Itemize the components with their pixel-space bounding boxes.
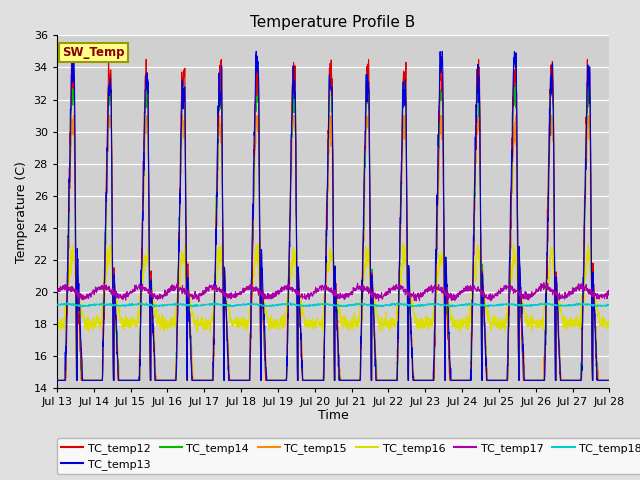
TC_temp16 bbox=[573, 319, 580, 325]
TC_temp17 bbox=[573, 288, 580, 293]
TC_temp17 bbox=[207, 284, 215, 289]
TC_temp12 bbox=[605, 377, 613, 383]
TC_temp12 bbox=[494, 377, 502, 383]
TC_temp17 bbox=[557, 295, 565, 300]
TC_temp17 bbox=[349, 285, 357, 290]
TC_temp14 bbox=[605, 377, 613, 383]
TC_temp15 bbox=[349, 377, 357, 383]
TC_temp15 bbox=[70, 113, 77, 119]
TC_temp18 bbox=[64, 300, 72, 306]
Line: TC_temp13: TC_temp13 bbox=[57, 51, 609, 380]
Line: TC_temp12: TC_temp12 bbox=[57, 60, 609, 380]
TC_temp13 bbox=[557, 377, 564, 383]
TC_temp17 bbox=[494, 293, 502, 299]
X-axis label: Time: Time bbox=[317, 409, 348, 422]
TC_temp17 bbox=[540, 280, 548, 286]
TC_temp15 bbox=[362, 160, 369, 166]
TC_temp12 bbox=[572, 377, 580, 383]
TC_temp13 bbox=[252, 48, 260, 54]
TC_temp15 bbox=[53, 377, 61, 383]
TC_temp17 bbox=[195, 299, 203, 304]
TC_temp13 bbox=[53, 377, 61, 383]
TC_temp18 bbox=[349, 301, 357, 307]
TC_temp16 bbox=[557, 306, 565, 312]
TC_temp18 bbox=[53, 300, 61, 306]
TC_temp16 bbox=[181, 241, 189, 247]
TC_temp15 bbox=[557, 371, 564, 377]
TC_temp18 bbox=[573, 300, 580, 306]
TC_temp16 bbox=[605, 320, 613, 326]
TC_temp17 bbox=[362, 286, 369, 292]
TC_temp18 bbox=[557, 302, 565, 308]
TC_temp18 bbox=[207, 301, 215, 307]
Y-axis label: Temperature (C): Temperature (C) bbox=[15, 161, 28, 263]
TC_temp18 bbox=[362, 301, 369, 307]
TC_temp12 bbox=[105, 57, 113, 62]
TC_temp12 bbox=[207, 377, 215, 383]
TC_temp13 bbox=[207, 377, 215, 383]
Line: TC_temp16: TC_temp16 bbox=[57, 244, 609, 332]
TC_temp14 bbox=[494, 377, 502, 383]
TC_temp13 bbox=[362, 129, 369, 134]
TC_temp13 bbox=[605, 377, 613, 383]
TC_temp16 bbox=[494, 319, 502, 324]
TC_temp14 bbox=[207, 377, 215, 383]
TC_temp15 bbox=[605, 377, 613, 383]
TC_temp16 bbox=[73, 329, 81, 335]
TC_temp12 bbox=[53, 377, 61, 383]
TC_temp18 bbox=[605, 302, 613, 308]
Line: TC_temp15: TC_temp15 bbox=[57, 116, 609, 380]
TC_temp16 bbox=[207, 316, 215, 322]
TC_temp14 bbox=[361, 165, 369, 171]
TC_temp18 bbox=[494, 302, 502, 308]
TC_temp17 bbox=[605, 288, 613, 293]
TC_temp13 bbox=[494, 377, 502, 383]
TC_temp16 bbox=[53, 320, 61, 326]
TC_temp13 bbox=[572, 377, 580, 383]
Line: TC_temp18: TC_temp18 bbox=[57, 303, 609, 307]
TC_temp12 bbox=[557, 377, 564, 383]
TC_temp18 bbox=[151, 304, 159, 310]
Line: TC_temp14: TC_temp14 bbox=[57, 73, 609, 380]
Title: Temperature Profile B: Temperature Profile B bbox=[250, 15, 416, 30]
TC_temp15 bbox=[494, 377, 502, 383]
TC_temp12 bbox=[362, 138, 369, 144]
TC_temp14 bbox=[349, 377, 356, 383]
TC_temp14 bbox=[53, 377, 61, 383]
TC_temp17 bbox=[53, 289, 61, 295]
TC_temp15 bbox=[207, 377, 215, 383]
Line: TC_temp17: TC_temp17 bbox=[57, 283, 609, 301]
TC_temp16 bbox=[349, 320, 357, 325]
TC_temp14 bbox=[572, 377, 580, 383]
Legend: TC_temp12, TC_temp13, TC_temp14, TC_temp15, TC_temp16, TC_temp17, TC_temp18: TC_temp12, TC_temp13, TC_temp14, TC_temp… bbox=[57, 438, 640, 474]
TC_temp13 bbox=[349, 377, 357, 383]
TC_temp15 bbox=[572, 377, 580, 383]
TC_temp16 bbox=[362, 246, 369, 252]
TC_temp12 bbox=[349, 377, 357, 383]
TC_temp14 bbox=[401, 71, 409, 76]
TC_temp14 bbox=[557, 377, 564, 383]
Text: SW_Temp: SW_Temp bbox=[62, 46, 125, 59]
